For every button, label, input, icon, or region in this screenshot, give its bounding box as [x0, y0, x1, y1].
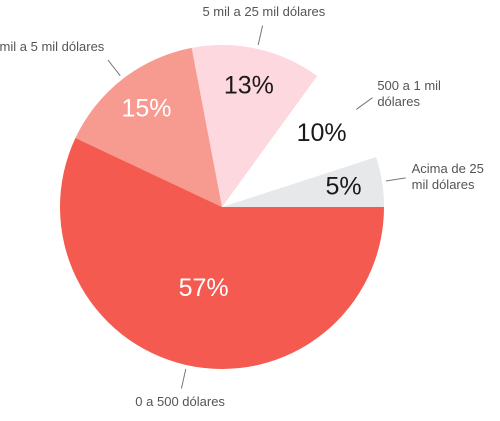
value-label: 57%	[179, 274, 229, 302]
leader-line	[257, 25, 264, 46]
category-label: 0 a 500 dólares	[135, 394, 225, 410]
pie-slice	[191, 44, 318, 207]
value-label: 5%	[326, 172, 362, 200]
leader-line	[180, 368, 187, 389]
leader-line	[356, 97, 373, 110]
pie-slice	[75, 47, 222, 208]
pie-slice	[59, 138, 384, 369]
value-label: 15%	[122, 94, 172, 122]
pie-slice	[222, 156, 384, 207]
value-label: 13%	[224, 71, 274, 99]
category-label: 500 a 1 mil dólares	[377, 78, 441, 110]
leader-line	[385, 177, 406, 182]
category-label: Acima de 25 mil dólares	[411, 160, 484, 192]
value-label: 10%	[297, 119, 347, 147]
category-label: 5 mil a 25 mil dólares	[202, 3, 326, 19]
category-label: 1 mil a 5 mil dólares	[0, 39, 105, 55]
pie-slice	[222, 75, 377, 208]
leader-line	[107, 59, 121, 77]
